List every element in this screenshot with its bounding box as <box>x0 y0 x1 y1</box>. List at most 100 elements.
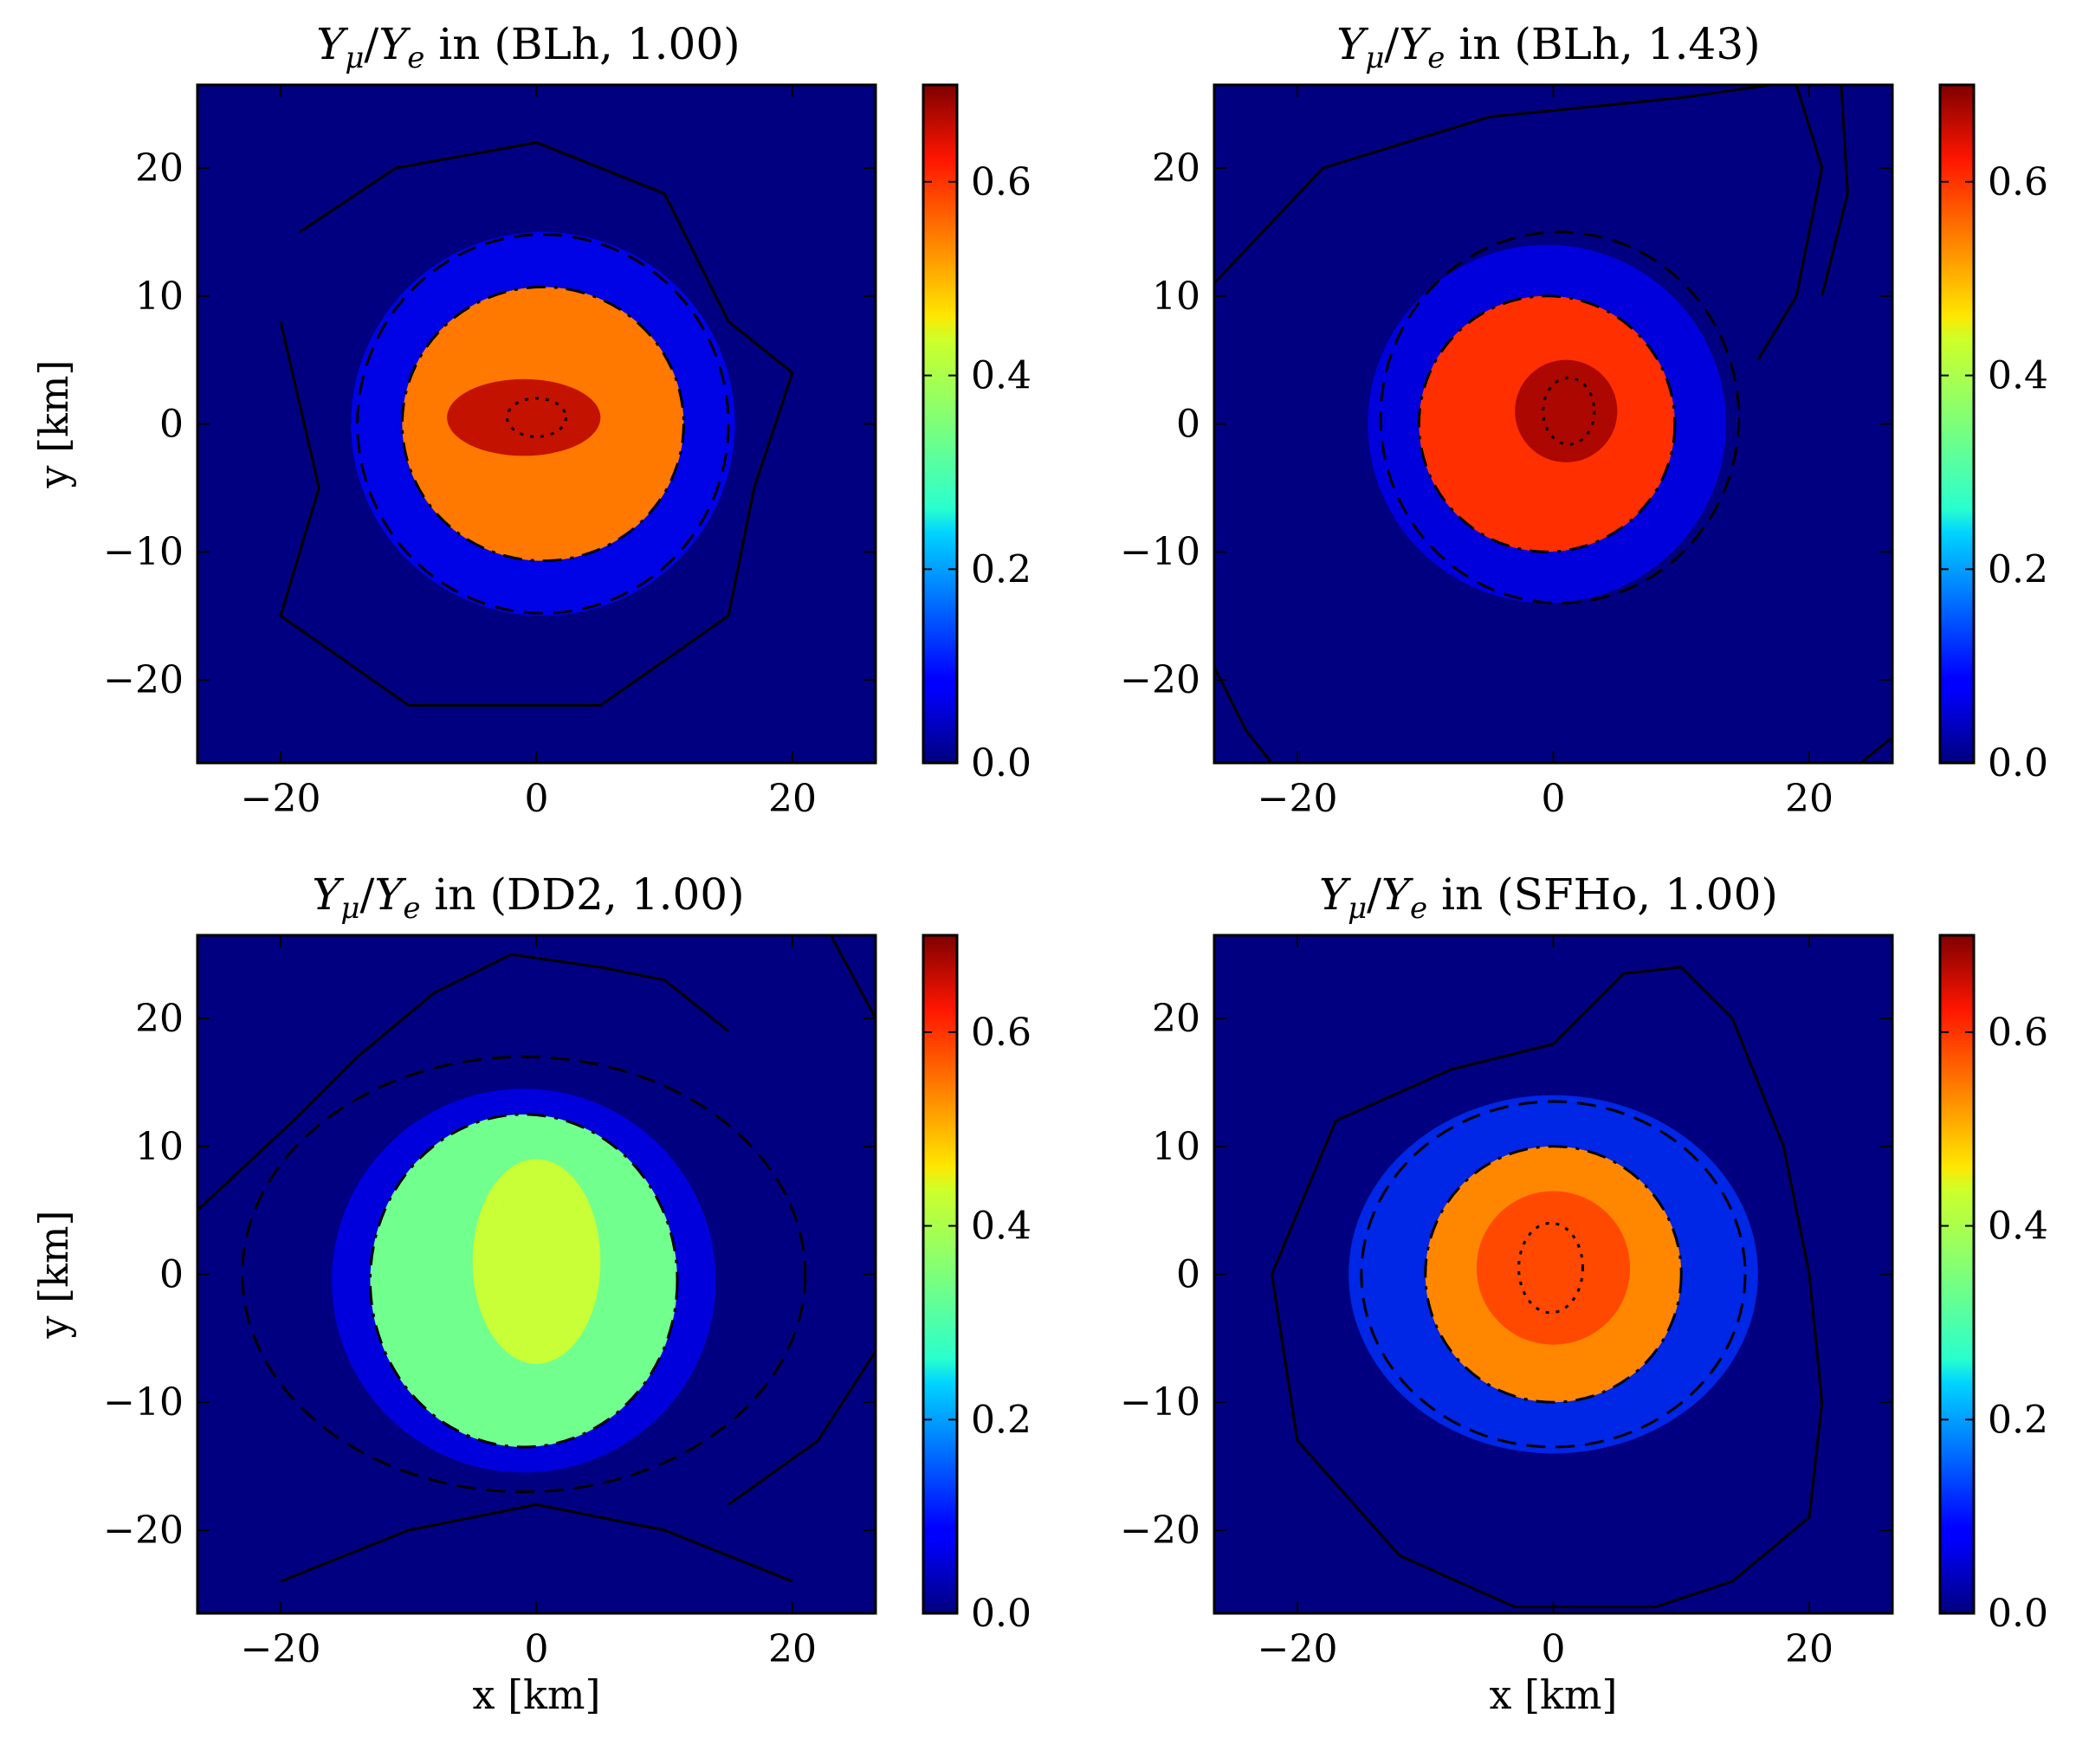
panel-title: Yμ/Ye in (BLh, 1.43) <box>1336 19 1760 75</box>
contour-solid <box>279 141 794 707</box>
panel-sfho-100: Yμ/Ye in (SFHo, 1.00) −20 0 20 −20 −10 0 10 20… <box>1120 869 2048 1718</box>
contour-solid <box>1756 84 1824 361</box>
colorbar: 0.0 0.2 0.4 0.6 <box>1938 83 2048 785</box>
contour-lines <box>279 141 794 707</box>
colorbar-tick-label: 0.6 <box>971 160 1032 204</box>
contour-dashdot <box>400 285 685 563</box>
contour-solid <box>829 934 877 1019</box>
colorbar: 0.0 0.2 0.4 0.6 <box>1938 934 2048 1636</box>
y-tick-label: 0 <box>1176 1253 1200 1297</box>
contour-solid <box>1859 736 1893 765</box>
contour-solid <box>1213 83 1771 285</box>
y-tick-label: 10 <box>135 1125 184 1169</box>
y-tick-label: −10 <box>1120 530 1200 574</box>
y-tick-label: −10 <box>103 1380 184 1425</box>
colorbar-ticks: 0.0 0.2 0.4 0.6 <box>923 1011 1032 1636</box>
contour-dotted <box>1542 376 1596 446</box>
contour-solid <box>1821 84 1849 297</box>
colorbar-tick-label: 0.2 <box>1988 1398 2048 1442</box>
panel-blh-100: Yμ/Ye in (BLh, 1.00) −20 0 20 −20 −10 0 10 20 … <box>30 19 1032 821</box>
colorbar-tick-label: 0.0 <box>1988 1592 2048 1636</box>
contour-lines <box>196 934 877 1583</box>
colorbar-tick-label: 0.2 <box>971 547 1032 591</box>
y-tick-label: −20 <box>103 1509 184 1553</box>
colorbar-gradient <box>922 83 959 765</box>
y-axis-ticks: −20 −10 0 10 20 <box>1120 146 1892 702</box>
panel-blh-143: Yμ/Ye in (BLh, 1.43) −20 0 20 −20−1001020 … <box>1120 19 2048 821</box>
hotspot-region <box>1515 359 1618 462</box>
heatmap-image <box>197 935 876 1613</box>
x-axis-label: x [km] <box>1490 1671 1618 1718</box>
heatmap-image <box>1214 935 1892 1613</box>
contour-lines <box>1271 966 1824 1609</box>
x-axis-ticks: −20 0 20 <box>241 935 817 1671</box>
colorbar-ticks: 0.0 0.2 0.4 0.6 <box>1940 160 2048 785</box>
colorbar-tick-label: 0.4 <box>1988 354 2048 398</box>
colorbar-tick-label: 0.6 <box>1988 1011 2048 1055</box>
colorbar: 0.0 0.2 0.4 0.6 <box>922 83 1032 785</box>
heatmap-area: −20 0 20 −20 −10 0 10 20 y [km] <box>30 83 877 821</box>
contour-dashed <box>1360 1100 1747 1449</box>
y-tick-label: 10 <box>1152 275 1200 319</box>
contour-solid <box>196 953 730 1212</box>
panel-title: Yμ/Ye in (SFHo, 1.00) <box>1319 869 1778 926</box>
contour-dotted <box>1517 1221 1584 1315</box>
y-tick-label: −20 <box>1120 658 1200 702</box>
heatmap-area: −20 0 20 −20 −10 0 10 20 x [km] <box>1120 934 1894 1718</box>
colorbar-tick-label: 0.4 <box>1988 1205 2048 1249</box>
y-axis-ticks: −20 −10 0 10 20 <box>1120 997 1892 1553</box>
colorbar-ticks: 0.0 0.2 0.4 0.6 <box>923 160 1032 785</box>
hotspot-region <box>447 378 601 456</box>
y-tick-label: 0 <box>1176 403 1200 447</box>
y-axis-ticks: −20 −10 0 10 20 <box>103 997 876 1553</box>
y-axis-label: y [km] <box>30 360 77 489</box>
x-tick-label: −20 <box>241 777 321 821</box>
y-tick-label: −20 <box>1120 1509 1200 1553</box>
contour-dashed <box>1379 230 1741 604</box>
y-axis-label: y [km] <box>30 1211 77 1340</box>
colorbar-tick-label: 0.0 <box>971 1592 1032 1636</box>
y-tick-label: −10 <box>103 530 184 574</box>
contour-dashdot <box>368 1113 679 1449</box>
x-tick-label: −20 <box>241 1627 321 1671</box>
colorbar-gradient <box>922 934 959 1615</box>
x-axis-ticks: −20 0 20 <box>241 85 817 821</box>
colorbar-tick-label: 0.2 <box>971 1398 1032 1442</box>
colorbar-tick-label: 0.6 <box>1988 160 2048 204</box>
contour-solid <box>1271 966 1824 1609</box>
contour-dotted <box>506 397 567 438</box>
panel-title: Yμ/Ye in (DD2, 1.00) <box>312 869 744 926</box>
contour-dashdot <box>1424 1145 1683 1404</box>
x-axis-ticks: −20 0 20 <box>1258 85 1833 821</box>
y-tick-label: 0 <box>159 403 184 447</box>
x-tick-label: 0 <box>1542 1627 1566 1671</box>
contour-solid <box>280 1502 793 1583</box>
x-tick-label: 0 <box>525 777 549 821</box>
contour-solid <box>728 1350 877 1506</box>
y-tick-label: −20 <box>103 658 184 702</box>
x-tick-label: 0 <box>1542 777 1566 821</box>
y-tick-label: 20 <box>1152 146 1200 191</box>
colorbar-tick-label: 0.6 <box>971 1011 1032 1055</box>
colorbar: 0.0 0.2 0.4 0.6 <box>922 934 1032 1636</box>
x-axis-label: x [km] <box>473 1671 601 1718</box>
y-tick-label: −10 <box>1120 1380 1200 1425</box>
contour-lines <box>1213 83 1893 765</box>
heatmap-area: −20 0 20 −20 −10 0 10 20 y [km] x [km] <box>30 934 877 1718</box>
colorbar-tick-label: 0.4 <box>971 1205 1032 1249</box>
x-tick-label: 20 <box>1785 777 1833 821</box>
hotspot-region <box>1476 1191 1631 1345</box>
y-tick-label: 10 <box>1152 1125 1200 1169</box>
panel-dd2-100: Yμ/Ye in (DD2, 1.00) −20 0 20 −20 −10 0 10 20 … <box>30 869 1032 1718</box>
x-tick-label: 20 <box>768 1627 817 1671</box>
y-tick-label: 20 <box>1152 997 1200 1041</box>
contour-dashed <box>241 1055 807 1494</box>
colorbar-gradient <box>1938 934 1976 1615</box>
y-tick-label: 20 <box>135 997 184 1041</box>
colorbar-tick-label: 0.0 <box>1988 741 2048 785</box>
contour-solid <box>1213 666 1273 764</box>
x-tick-label: −20 <box>1258 1627 1338 1671</box>
hotspot-region <box>472 1159 601 1364</box>
heatmap-image <box>197 85 876 763</box>
panel-title: Yμ/Ye in (BLh, 1.00) <box>316 19 740 75</box>
